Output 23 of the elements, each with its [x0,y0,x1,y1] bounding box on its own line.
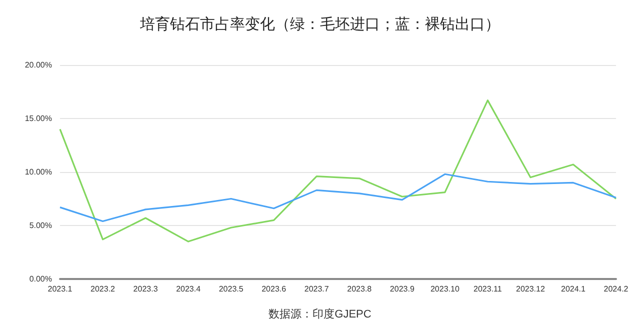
x-tick-label: 2023.11 [474,284,502,294]
x-tick-label: 2023.9 [390,284,415,294]
x-tick-label: 2023.5 [218,284,244,294]
x-tick-label: 2023.3 [133,284,158,294]
y-tick-label: 20.00% [24,60,52,70]
y-tick-label: 10.00% [24,168,52,176]
x-tick-label: 2023.4 [176,284,202,294]
x-tick-label: 2023.2 [90,284,116,294]
x-tick-label: 2023.8 [347,284,372,294]
text: 数据源：印度GJEPC [268,308,372,320]
x-tick-label: 2023.12 [516,284,546,294]
x-tick-label: 2023.10 [430,284,460,294]
x-tick-label: 2023.6 [262,284,287,294]
x-tick-label: 2024.1 [560,284,586,294]
chart-title: 培育钻石市占率变化（绿：毛坯进口；蓝：裸钻出口） [139,16,500,33]
line-series [59,100,617,242]
x-tick-label: 2024.2 [604,284,629,294]
x-tick-label: 2023.7 [304,284,330,294]
line-series [59,173,617,222]
y-tick-label: 15.00% [24,114,52,123]
y-tick-label: 5.00% [29,221,52,230]
x-tick-label: 2023.1 [48,284,73,294]
y-tick-label: 0.00% [29,274,52,284]
